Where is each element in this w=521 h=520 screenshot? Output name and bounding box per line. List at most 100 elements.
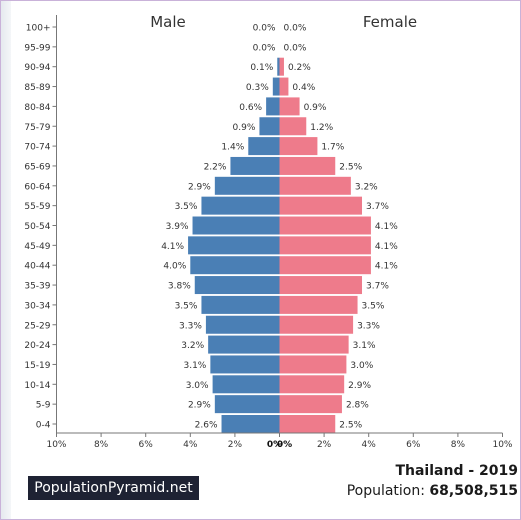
female-bar xyxy=(279,196,363,215)
female-value-label: 3.0% xyxy=(350,361,373,371)
male-bar xyxy=(214,395,280,414)
male-value-label: 3.1% xyxy=(183,361,206,371)
male-bar xyxy=(230,156,280,175)
female-bar xyxy=(279,117,307,136)
age-group-label: 25-29 xyxy=(24,321,50,331)
female-bar xyxy=(279,216,371,235)
male-value-label: 3.3% xyxy=(179,321,202,331)
site-brand-badge[interactable]: PopulationPyramid.net xyxy=(28,476,199,500)
female-value-label: 3.1% xyxy=(353,341,376,351)
age-group-label: 80-84 xyxy=(24,103,50,113)
x-tick-label: 4% xyxy=(362,440,377,450)
male-value-label: 0.0% xyxy=(253,24,276,34)
male-value-label: 2.6% xyxy=(195,421,218,431)
male-bar xyxy=(248,137,280,156)
age-group-label: 20-24 xyxy=(24,341,50,351)
male-value-label: 2.2% xyxy=(204,162,227,172)
population-pyramid-chart: Male Female 100+ 0.0% 0.0% 95-99 0.0% 0.0% 90-94… xyxy=(24,13,513,450)
age-group-label: 90-94 xyxy=(24,63,50,73)
male-value-label: 0.9% xyxy=(233,123,256,133)
age-group-label: 15-19 xyxy=(24,361,50,371)
male-bar xyxy=(190,256,280,275)
male-bar xyxy=(214,176,280,195)
female-bar xyxy=(279,276,363,295)
x-tick-label: 6% xyxy=(139,440,154,450)
country-year-title: Thailand - 2019 xyxy=(395,463,518,479)
x-tick-label: 0% xyxy=(267,440,282,450)
age-group-label: 50-54 xyxy=(24,222,50,232)
male-value-label: 2.9% xyxy=(188,182,211,192)
x-tick-label: 6% xyxy=(406,440,421,450)
female-bar xyxy=(279,57,284,76)
female-value-label: 2.5% xyxy=(339,421,362,431)
male-value-label: 0.1% xyxy=(250,63,273,73)
male-bar xyxy=(192,216,280,235)
male-value-label: 0.0% xyxy=(253,43,276,53)
male-bar xyxy=(201,295,280,314)
male-value-label: 0.3% xyxy=(246,83,269,93)
x-tick-label: 2% xyxy=(317,440,332,450)
male-value-label: 1.4% xyxy=(221,143,244,153)
left-edge-strip xyxy=(0,0,11,520)
male-bar xyxy=(272,77,280,96)
female-value-label: 1.2% xyxy=(310,123,333,133)
age-group-label: 30-34 xyxy=(24,301,50,311)
male-value-label: 3.9% xyxy=(166,222,189,232)
female-bar xyxy=(279,415,336,433)
age-group-label: 70-74 xyxy=(24,143,50,153)
x-tick-label: 4% xyxy=(183,440,198,450)
female-value-label: 3.2% xyxy=(355,182,378,192)
female-bar xyxy=(279,295,358,314)
male-bar xyxy=(210,355,280,374)
age-group-label: 65-69 xyxy=(24,162,50,172)
male-bar xyxy=(188,236,280,255)
female-bar xyxy=(279,77,289,96)
female-value-label: 2.9% xyxy=(348,381,371,391)
male-bar xyxy=(212,375,280,394)
male-value-label: 3.5% xyxy=(175,202,198,212)
male-value-label: 2.9% xyxy=(188,401,211,411)
female-value-label: 3.7% xyxy=(366,202,389,212)
age-group-label: 45-49 xyxy=(24,242,50,252)
x-tick-label: 8% xyxy=(94,440,109,450)
x-tick-label: 10% xyxy=(492,440,512,450)
female-value-label: 3.5% xyxy=(362,301,385,311)
female-bar xyxy=(279,97,300,116)
female-value-label: 3.3% xyxy=(357,321,380,331)
population-value: 68,508,515 xyxy=(429,483,518,499)
age-group-label: 40-44 xyxy=(24,262,50,272)
age-group-label: 85-89 xyxy=(24,83,50,93)
male-bar xyxy=(221,415,280,433)
age-group-label: 60-64 xyxy=(24,182,50,192)
male-value-label: 3.8% xyxy=(168,282,191,292)
female-value-label: 0.0% xyxy=(284,24,307,34)
female-bar xyxy=(279,355,347,374)
male-bar xyxy=(266,97,280,116)
series-label-male: Male xyxy=(150,13,186,31)
female-bar xyxy=(279,256,371,275)
female-value-label: 4.1% xyxy=(375,222,398,232)
male-bar xyxy=(208,335,280,354)
female-bar xyxy=(279,315,354,334)
male-value-label: 4.1% xyxy=(161,242,184,252)
female-value-label: 0.0% xyxy=(284,43,307,53)
male-value-label: 3.2% xyxy=(181,341,204,351)
age-group-label: 75-79 xyxy=(24,123,50,133)
female-value-label: 4.1% xyxy=(375,262,398,272)
female-value-label: 0.2% xyxy=(288,63,311,73)
female-value-label: 0.9% xyxy=(304,103,327,113)
age-group-label: 100+ xyxy=(26,24,51,34)
age-group-label: 95-99 xyxy=(24,43,50,53)
male-value-label: 3.0% xyxy=(186,381,209,391)
age-group-label: 10-14 xyxy=(24,381,50,391)
male-bar xyxy=(259,117,280,136)
x-tick-label: 8% xyxy=(451,440,466,450)
female-bar xyxy=(279,176,351,195)
female-bar xyxy=(279,156,336,175)
population-label: Population: xyxy=(346,483,425,499)
male-bar xyxy=(205,315,280,334)
female-bar xyxy=(279,137,318,156)
female-value-label: 0.4% xyxy=(292,83,315,93)
female-bar xyxy=(279,395,342,414)
male-value-label: 4.0% xyxy=(163,262,186,272)
